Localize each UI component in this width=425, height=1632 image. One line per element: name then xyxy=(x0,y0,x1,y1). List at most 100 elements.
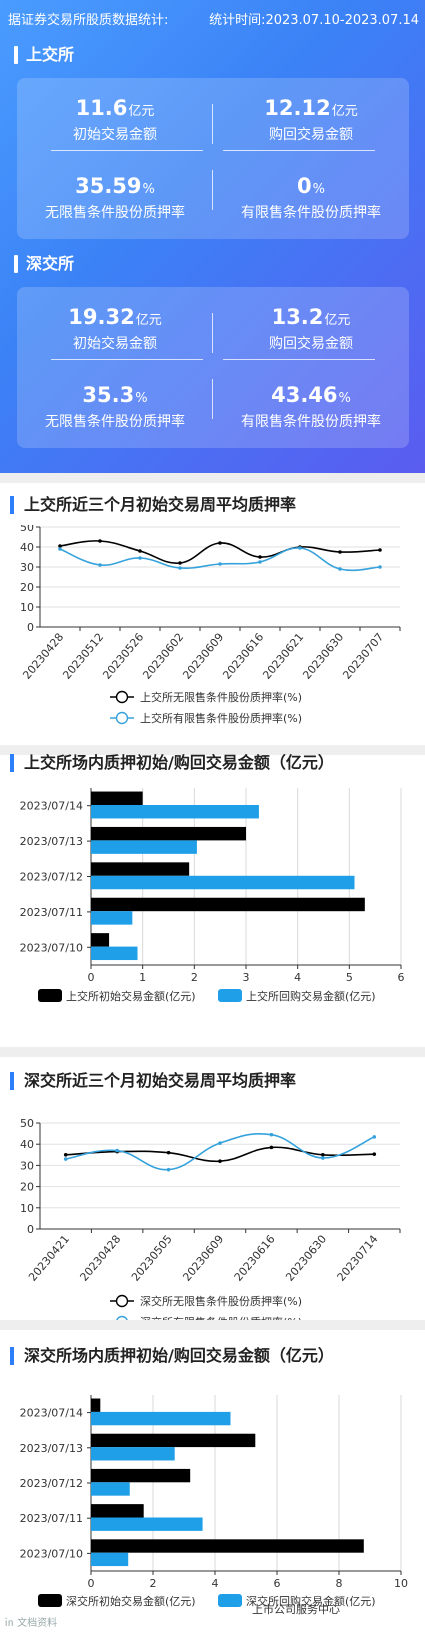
data-point xyxy=(269,1145,274,1150)
stat-unit: 亿元 xyxy=(135,313,162,328)
stat-label: 有限售条件股份质押率 xyxy=(241,414,381,430)
x-tick-label: 20230630 xyxy=(300,631,346,682)
x-tick-label: 6 xyxy=(274,1577,281,1590)
szse-buyback-amount: 13.2亿元 购回交易金额 xyxy=(213,303,409,360)
stat-unit: % xyxy=(338,391,351,406)
data-point xyxy=(58,544,62,548)
y-tick-label: 0 xyxy=(27,1223,34,1236)
legend-swatch xyxy=(218,1594,242,1607)
stat-label: 初始交易金额 xyxy=(73,336,157,352)
data-point xyxy=(218,541,222,545)
data-point xyxy=(378,565,382,569)
y-tick-label: 2023/07/10 xyxy=(20,941,83,954)
summary-header: 据证券交易所股质数据统计: 统计时间:2023.07.10-2023.07.14… xyxy=(0,0,425,473)
stat-value: 0 xyxy=(297,174,312,198)
data-point xyxy=(63,1153,68,1157)
bar-2 xyxy=(91,840,197,854)
legend-label: 上交所初始交易金额(亿元) xyxy=(66,989,196,1003)
stat-value: 35.59 xyxy=(75,174,142,198)
data-point xyxy=(321,1153,325,1157)
stat-label: 初始交易金额 xyxy=(73,127,157,143)
section-gap xyxy=(0,473,425,483)
x-tick-label: 20230609 xyxy=(180,631,226,682)
sse-buyback-amount: 12.12亿元 购回交易金额 xyxy=(213,94,409,151)
y-tick-label: 2023/07/13 xyxy=(20,1442,83,1455)
y-tick-label: 2023/07/12 xyxy=(20,871,83,884)
x-tick-label: 3 xyxy=(243,971,250,984)
sse-amount-chart-title: 上交所场内质押初始/购回交易金额（亿元） xyxy=(10,752,334,774)
bar-2 xyxy=(91,1447,175,1461)
y-tick-label: 2023/07/13 xyxy=(20,835,83,848)
data-point xyxy=(258,555,262,559)
footer-bar xyxy=(0,1612,425,1632)
x-tick-label: 20230616 xyxy=(232,1233,278,1284)
y-tick-label: 2023/07/10 xyxy=(20,1547,83,1560)
szse-amount-chart-title: 深交所场内质押初始/购回交易金额（亿元） xyxy=(10,1345,334,1367)
sse-section-title: 上交所 xyxy=(14,44,74,66)
szse-rate-chart-title: 深交所近三个月初始交易周平均质押率 xyxy=(10,1070,296,1092)
bar-1 xyxy=(91,1539,364,1553)
legend-marker xyxy=(115,1294,129,1308)
szse-amount-bar-chart: 0 2 4 6 8 10 2023/07/14 2023/07/13 2023/07/12 202… xyxy=(20,1395,408,1608)
legend-label: 上交所回购交易金额(亿元) xyxy=(246,989,376,1003)
data-point xyxy=(178,566,182,570)
data-point xyxy=(58,547,62,551)
stat-value: 35.3 xyxy=(82,383,135,407)
y-tick-label: 2023/07/14 xyxy=(20,800,83,813)
section-gap xyxy=(0,1320,425,1330)
stat-unit: % xyxy=(312,182,325,197)
legend-label: 深交所回购交易金额(亿元) xyxy=(246,1594,376,1608)
stat-value: 12.12 xyxy=(264,96,331,120)
stat-value: 19.32 xyxy=(68,305,135,329)
legend-swatch xyxy=(38,989,62,1002)
header-line: 据证券交易所股质数据统计: 统计时间:2023.07.10-2023.07.14 xyxy=(8,9,419,29)
x-tick-label: 20230714 xyxy=(335,1233,381,1284)
y-tick-label: 10 xyxy=(20,601,34,614)
y-tick-label: 20 xyxy=(20,1181,34,1194)
bar-1 xyxy=(91,826,246,841)
data-point xyxy=(218,562,222,566)
data-point xyxy=(269,1132,274,1137)
series-line-1 xyxy=(65,1146,375,1163)
x-tick-label: 5 xyxy=(346,971,353,984)
bar-1 xyxy=(91,862,190,876)
x-tick-label: 0 xyxy=(88,971,95,984)
stat-value: 13.2 xyxy=(271,305,324,329)
x-tick-label: 20230707 xyxy=(340,631,386,682)
data-point xyxy=(218,1159,222,1163)
legend-label: 上交所有限售条件股份质押率(%) xyxy=(140,711,302,725)
sse-unrestricted-rate: 35.59% 无限售条件股份质押率 xyxy=(17,172,213,223)
x-tick-label: 20230505 xyxy=(129,1233,175,1284)
sse-rate-line-chart: 0102030405020230428202305122023052620230… xyxy=(20,525,401,725)
stat-label: 购回交易金额 xyxy=(269,127,353,143)
bar-1 xyxy=(91,1468,191,1483)
vertical-divider xyxy=(212,379,213,419)
x-tick-label: 20230512 xyxy=(60,631,106,682)
bar-1 xyxy=(91,933,110,947)
stat-label: 购回交易金额 xyxy=(269,336,353,352)
y-tick-label: 50 xyxy=(20,1117,34,1130)
legend-swatch xyxy=(38,1594,62,1607)
szse-stats-card: 19.32亿元 初始交易金额 13.2亿元 购回交易金额 35.3% 无限售条件… xyxy=(17,287,409,448)
stat-label: 无限售条件股份质押率 xyxy=(45,205,185,221)
stat-value: 43.46 xyxy=(271,383,338,407)
x-tick-label: 20230630 xyxy=(283,1233,329,1284)
data-point xyxy=(372,1152,377,1156)
legend-label: 深交所有限售条件股份质押率(%) xyxy=(140,1315,302,1323)
sse-amount-bar-chart: 0 1 2 3 4 5 6 2023/07/14 2023/07/13 2023/07/12 202… xyxy=(20,788,405,1003)
bar-2 xyxy=(91,1517,203,1531)
bar-1 xyxy=(91,897,365,912)
legend-swatch xyxy=(218,989,242,1002)
y-tick-label: 30 xyxy=(20,1159,34,1172)
data-point xyxy=(218,1141,222,1145)
x-tick-label: 20230421 xyxy=(26,1233,72,1284)
vertical-divider xyxy=(212,104,213,144)
stat-unit: 亿元 xyxy=(324,313,351,328)
x-tick-label: 2 xyxy=(150,1577,157,1590)
data-point xyxy=(138,556,142,560)
bar-1 xyxy=(91,1504,144,1518)
y-tick-label: 20 xyxy=(20,581,34,594)
y-tick-label: 2023/07/11 xyxy=(20,1512,83,1525)
y-tick-label: 2023/07/14 xyxy=(20,1407,83,1420)
sse-initial-amount: 11.6亿元 初始交易金额 xyxy=(17,94,213,151)
